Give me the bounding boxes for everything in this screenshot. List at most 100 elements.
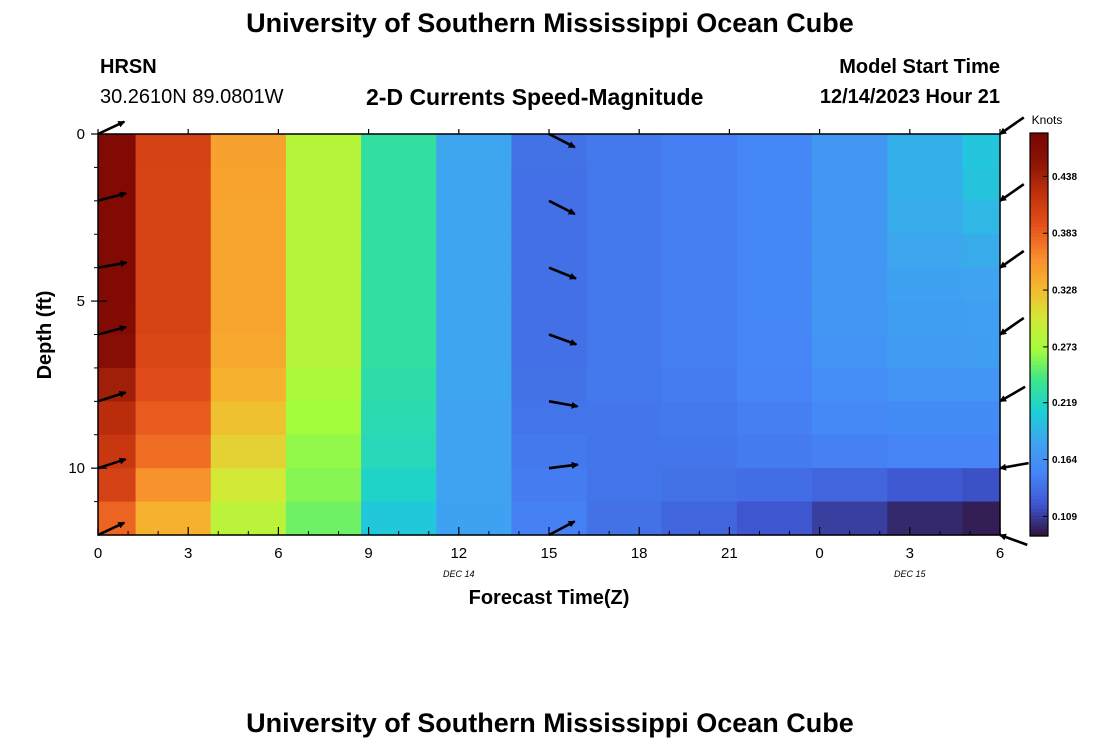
- current-vector: [97, 120, 126, 136]
- heatmap-cell: [210, 234, 287, 269]
- x-axis-label: Forecast Time(Z): [469, 587, 630, 609]
- colorbar-segment: [1030, 401, 1048, 406]
- current-vector: [999, 316, 1025, 336]
- heatmap-cell: [962, 234, 1001, 269]
- colorbar-segment: [1030, 186, 1048, 191]
- colorbar-segment: [1030, 210, 1048, 215]
- heatmap-cell: [436, 200, 513, 235]
- current-vector: [97, 457, 127, 470]
- heatmap-cell: [887, 434, 964, 469]
- heatmap-cell: [511, 200, 588, 235]
- colorbar-segment: [1030, 143, 1048, 148]
- colorbar-segment: [1030, 300, 1048, 305]
- heatmap-cell: [736, 267, 813, 302]
- colorbar-segment: [1030, 216, 1048, 221]
- heatmap-cell: [812, 301, 888, 336]
- current-vector: [999, 183, 1025, 202]
- colorbar-segment: [1030, 441, 1048, 446]
- colorbar-segment: [1030, 156, 1048, 161]
- colorbar-segment: [1030, 176, 1048, 181]
- heatmap-cell: [285, 468, 362, 503]
- colorbar-segment: [1030, 223, 1048, 228]
- heatmap-cell: [285, 434, 362, 469]
- colorbar-segment: [1030, 364, 1048, 369]
- colorbar-segment: [1030, 213, 1048, 218]
- heatmap-cell: [135, 200, 212, 235]
- heatmap-cell: [887, 367, 964, 402]
- heatmap-cell: [962, 434, 1001, 469]
- colorbar-segment: [1030, 448, 1048, 453]
- heatmap-cell: [586, 267, 663, 302]
- heatmap-cell: [887, 468, 964, 503]
- colorbar-segment: [1030, 438, 1048, 443]
- colorbar-segment: [1030, 227, 1048, 231]
- colorbar-tick-label: 0.164: [1052, 455, 1077, 466]
- x-tick-label: 0: [815, 545, 823, 562]
- heatmap-cell: [285, 367, 362, 402]
- heatmap-cell: [586, 434, 663, 469]
- date-label: DEC 14: [443, 569, 475, 579]
- heatmap-cell: [98, 401, 137, 436]
- colorbar-segment: [1030, 529, 1048, 534]
- heatmap-cell: [661, 334, 738, 369]
- heatmap-cell: [285, 401, 362, 436]
- heatmap-cell: [887, 401, 964, 436]
- colorbar-segment: [1030, 247, 1048, 252]
- colorbar-segment: [1030, 321, 1048, 326]
- heatmap-cell: [210, 468, 287, 503]
- colorbar-segment: [1030, 334, 1048, 339]
- heatmap-cell: [736, 367, 813, 402]
- colorbar-segment: [1030, 361, 1048, 366]
- heatmap-cell: [586, 301, 663, 336]
- current-vector: [97, 260, 128, 269]
- heatmap-cell: [586, 468, 663, 503]
- heatmap-cell: [962, 267, 1001, 302]
- colorbar-segment: [1030, 253, 1048, 258]
- heatmap-cell: [361, 267, 437, 302]
- colorbar-segment: [1030, 378, 1048, 383]
- heatmap-cell: [661, 367, 738, 402]
- station-name: HRSN: [100, 56, 157, 78]
- colorbar-segment: [1030, 391, 1048, 396]
- colorbar-segment: [1030, 230, 1048, 235]
- heatmap-cell: [736, 134, 813, 169]
- heatmap-cell: [511, 301, 588, 336]
- x-tick-label: 3: [906, 545, 914, 562]
- colorbar-tick-label: 0.109: [1052, 512, 1077, 523]
- colorbar-segment: [1030, 257, 1048, 262]
- colorbar-segment: [1030, 502, 1048, 507]
- heatmap-cell: [436, 234, 513, 269]
- colorbar-segment: [1030, 267, 1048, 272]
- y-axis-ticks: 0 5 10: [68, 126, 107, 503]
- heatmap-cell: [361, 167, 437, 202]
- colorbar-tick-label: 0.219: [1052, 398, 1077, 409]
- model-start-value: 12/14/2023 Hour 21: [819, 86, 1000, 108]
- heatmap-cell: [135, 134, 212, 169]
- colorbar-segment: [1030, 149, 1048, 154]
- colorbar-segment: [1030, 525, 1048, 530]
- heatmap-cell: [962, 167, 1001, 202]
- heatmap-cell: [812, 434, 888, 469]
- x-tick-label: 0: [94, 545, 102, 562]
- heatmap-cell: [98, 234, 137, 269]
- heatmap-cell: [285, 267, 362, 302]
- colorbar-segment: [1030, 358, 1048, 362]
- model-start-label: Model Start Time: [839, 56, 1000, 78]
- current-vector: [999, 461, 1029, 471]
- colorbar-segment: [1030, 327, 1048, 332]
- current-vector: [97, 521, 126, 537]
- x-axis-ticks: 0 3 6 9 12 15 18 21 0 3 6 DEC 14 DEC 15: [94, 129, 1004, 579]
- colorbar-segment: [1030, 173, 1048, 178]
- heatmap-cell: [661, 468, 738, 503]
- heatmap-cell: [962, 501, 1001, 536]
- heatmap-cell: [135, 367, 212, 402]
- heatmap-cell: [661, 501, 738, 536]
- heatmap-cell: [962, 134, 1001, 169]
- heatmap-cell: [135, 334, 212, 369]
- heatmap-cell: [887, 134, 964, 169]
- colorbar-segment: [1030, 310, 1048, 315]
- heatmap-cell: [285, 134, 362, 169]
- colorbar-segment: [1030, 452, 1048, 456]
- heatmap-cell: [361, 401, 437, 436]
- heatmap-cell: [812, 501, 888, 536]
